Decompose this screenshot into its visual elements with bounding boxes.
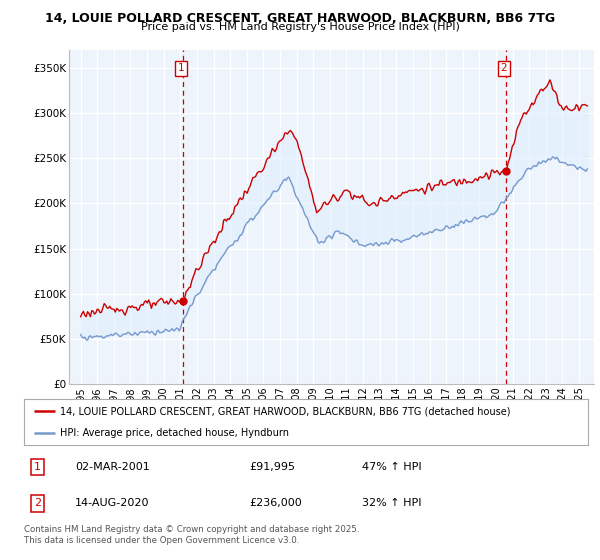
Text: 32% ↑ HPI: 32% ↑ HPI bbox=[362, 498, 422, 508]
Text: £91,995: £91,995 bbox=[250, 462, 296, 472]
Text: £236,000: £236,000 bbox=[250, 498, 302, 508]
Text: 14, LOUIE POLLARD CRESCENT, GREAT HARWOOD, BLACKBURN, BB6 7TG (detached house): 14, LOUIE POLLARD CRESCENT, GREAT HARWOO… bbox=[59, 406, 510, 416]
Text: 2: 2 bbox=[34, 498, 41, 508]
Text: Price paid vs. HM Land Registry's House Price Index (HPI): Price paid vs. HM Land Registry's House … bbox=[140, 22, 460, 32]
Text: 2: 2 bbox=[500, 63, 507, 73]
Text: 47% ↑ HPI: 47% ↑ HPI bbox=[362, 462, 422, 472]
Text: 14, LOUIE POLLARD CRESCENT, GREAT HARWOOD, BLACKBURN, BB6 7TG: 14, LOUIE POLLARD CRESCENT, GREAT HARWOO… bbox=[45, 12, 555, 25]
Text: 1: 1 bbox=[34, 462, 41, 472]
Text: Contains HM Land Registry data © Crown copyright and database right 2025.
This d: Contains HM Land Registry data © Crown c… bbox=[24, 525, 359, 545]
Text: 02-MAR-2001: 02-MAR-2001 bbox=[75, 462, 149, 472]
Text: HPI: Average price, detached house, Hyndburn: HPI: Average price, detached house, Hynd… bbox=[59, 428, 289, 438]
Text: 1: 1 bbox=[178, 63, 184, 73]
Text: 14-AUG-2020: 14-AUG-2020 bbox=[75, 498, 149, 508]
